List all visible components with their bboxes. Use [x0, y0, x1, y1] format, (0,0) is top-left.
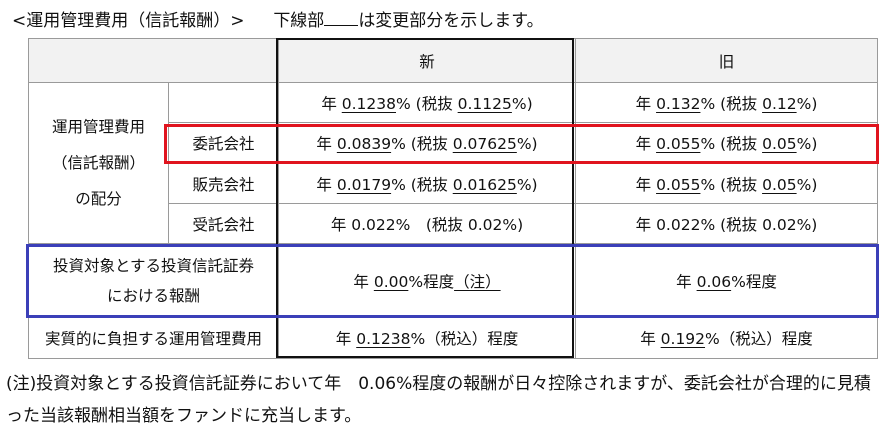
jutaku-new-cell: 年 0.022% (税抜 0.02%): [278, 203, 576, 244]
footnote: (注)投資対象とする投資信託証券において年 0.06%程度の報酬が日々控除されま…: [6, 374, 871, 426]
title-suffix: は変更部分を示します。: [358, 11, 544, 31]
group-label-line: の配分: [75, 190, 122, 208]
hanbai-new-cell: 年 0.0179% (税抜 0.01625%): [278, 163, 576, 204]
group-label-line: （信託報酬）: [51, 154, 145, 172]
jutaku-old-cell: 年 0.022% (税抜 0.02%): [575, 203, 878, 244]
invest-new-cell: 年 0.00%程度（注）: [278, 243, 576, 318]
row-label-itaku: 委託会社: [168, 122, 279, 164]
row-label-hanbai: 販売会社: [168, 163, 279, 204]
invest-old-cell: 年 0.06%程度: [575, 243, 878, 318]
real-new-cell: 年 0.1238%（税込）程度: [278, 317, 576, 359]
group-label-line: 運用管理費用: [51, 118, 145, 136]
itaku-old-cell: 年 0.055% (税抜 0.05%): [575, 122, 878, 164]
invest-label-cell: 投資対象とする投資信託証券 における報酬: [28, 243, 279, 318]
fee-table: 新 旧 運用管理費用 （信託報酬） の配分 年 0.1238% (税抜 0.11…: [28, 38, 878, 359]
hanbai-old-cell: 年 0.055% (税抜 0.05%): [575, 163, 878, 204]
group-label-cell: 運用管理費用 （信託報酬） の配分: [28, 82, 169, 244]
underline-sample: [324, 11, 359, 26]
header-old: 旧: [575, 38, 878, 83]
real-label-cell: 実質的に負担する運用管理費用: [28, 317, 279, 359]
invest-label-line: における報酬: [106, 286, 200, 305]
total-blank-cell: [168, 82, 279, 123]
page-title: <運用管理費用（信託報酬）> 下線部 は変更部分を示します。: [12, 6, 544, 31]
real-old-cell: 年 0.192%（税込）程度: [575, 317, 878, 359]
header-new: 新: [278, 38, 576, 83]
total-new-cell: 年 0.1238% (税抜 0.1125%): [278, 82, 576, 123]
row-label-jutaku: 受託会社: [168, 203, 279, 244]
title-middle: 下線部: [273, 11, 325, 31]
itaku-new-cell: 年 0.0839% (税抜 0.07625%): [278, 122, 576, 164]
total-old-cell: 年 0.132% (税抜 0.12%): [575, 82, 878, 123]
header-blank-cell: [28, 38, 279, 83]
title-prefix: <運用管理費用（信託報酬）>: [12, 11, 245, 31]
invest-label-line: 投資対象とする投資信託証券: [52, 256, 255, 275]
